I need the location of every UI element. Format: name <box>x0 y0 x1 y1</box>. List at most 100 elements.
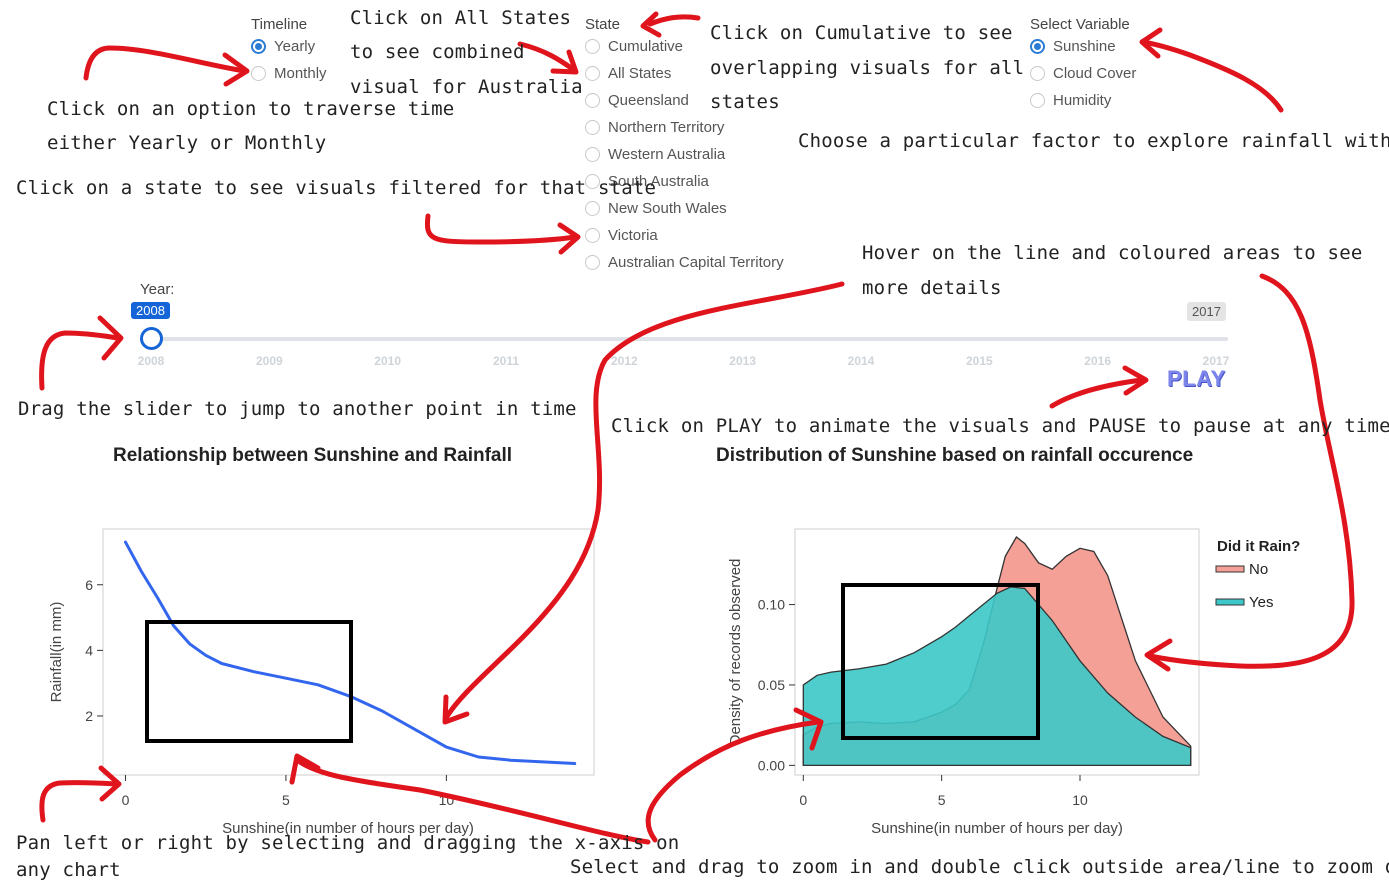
arrow-zoom <box>645 719 821 843</box>
arrow-zoom-head <box>793 707 824 751</box>
line-chart-zoom-selection-box <box>145 620 353 743</box>
annotation-all-states-line3: visual for Australia <box>350 76 583 98</box>
density-chart-title: Distribution of Sunshine based on rainfa… <box>716 445 1194 466</box>
radio-button[interactable] <box>251 38 266 54</box>
annotation-arrows <box>39 11 1355 845</box>
radio-button[interactable] <box>585 173 600 189</box>
x-tick-label: 0 <box>799 792 807 808</box>
variable-option-label: Cloud Cover <box>1053 64 1137 82</box>
slider-tick-year: 2008 <box>137 354 165 368</box>
slider-tick-year: 2013 <box>729 354 757 368</box>
state-option-label: South Australia <box>608 172 709 190</box>
density-area-yes[interactable] <box>802 586 1192 767</box>
state-option-act[interactable]: Australian Capital Territory <box>585 251 784 273</box>
state-option-label: Cumulative <box>608 37 684 55</box>
timeline-title: Timeline <box>251 16 308 33</box>
arrow-variable <box>1140 39 1284 113</box>
arrow-timeline-head <box>222 52 250 87</box>
y-tick-label: 4 <box>85 642 93 658</box>
legend-title: Did it Rain? <box>1217 538 1300 555</box>
density-chart-axes: 0 5 10 0.00 0.05 0.10 <box>758 597 1088 808</box>
state-option-label: Victoria <box>608 226 658 244</box>
variable-title: Select Variable <box>1030 16 1130 33</box>
annotation-factor: Choose a particular factor to explore ra… <box>798 130 1389 152</box>
legend-item-yes[interactable]: Yes <box>1215 594 1273 611</box>
slider-tick-year: 2010 <box>374 354 402 368</box>
variable-option-label: Humidity <box>1053 91 1112 109</box>
variable-option-humidity[interactable]: Humidity <box>1030 89 1111 111</box>
play-button[interactable]: PLAY <box>1167 366 1226 391</box>
line-chart-plot-area[interactable] <box>102 528 595 776</box>
state-option-south-australia[interactable]: South Australia <box>585 170 709 192</box>
radio-button[interactable] <box>1030 92 1045 108</box>
radio-button[interactable] <box>1030 65 1045 81</box>
slider-tick-year: 2017 <box>1202 354 1230 368</box>
annotation-play: Click on PLAY to animate the visuals and… <box>611 415 1389 437</box>
slider-tick-year: 2011 <box>492 354 520 368</box>
arrow-slider-head <box>97 315 124 361</box>
legend-item-no[interactable]: No <box>1215 561 1268 578</box>
line-chart-title: Relationship between Sunshine and Rainfa… <box>113 445 513 466</box>
arrow-pan <box>39 780 119 823</box>
density-chart-plot-area[interactable] <box>794 528 1200 776</box>
state-option-cumulative[interactable]: Cumulative <box>585 35 683 57</box>
density-chart-y-axis-label: Density of records observed <box>727 559 744 746</box>
radio-button[interactable] <box>585 200 600 216</box>
annotation-all-states-line2: to see combined <box>350 41 525 63</box>
arrow-hover-line <box>443 281 845 721</box>
timeline-option-monthly[interactable]: Monthly <box>251 62 327 84</box>
y-tick-label: 0.00 <box>758 757 785 773</box>
state-option-label: Australian Capital Territory <box>608 253 784 271</box>
arrow-play-head <box>1122 365 1149 396</box>
slider-tick-year: 2009 <box>255 354 283 368</box>
arrow-hover-area <box>1147 273 1355 669</box>
state-option-new-south-wales[interactable]: New South Wales <box>585 197 727 219</box>
annotation-all-states-line1: Click on All States <box>350 7 572 29</box>
radio-button[interactable] <box>585 38 600 54</box>
legend-label-yes: Yes <box>1249 594 1273 611</box>
slider-label: Year: <box>140 281 175 298</box>
arrow-slider <box>39 330 121 391</box>
radio-button[interactable] <box>585 119 600 135</box>
annotation-pan-line2: any chart <box>16 859 121 881</box>
y-tick-label: 2 <box>85 708 93 724</box>
radio-button[interactable] <box>585 92 600 108</box>
line-chart-y-axis-label: Rainfall(in mm) <box>48 602 65 703</box>
state-option-western-australia[interactable]: Western Australia <box>585 143 725 165</box>
arrow-play <box>1049 377 1145 409</box>
annotation-zoom: Select and drag to zoom in and double cl… <box>570 856 1389 878</box>
variable-option-sunshine[interactable]: Sunshine <box>1030 35 1116 57</box>
density-chart-x-axis-label: Sunshine(in number of hours per day) <box>871 820 1123 837</box>
annotation-cumulative-line2: overlapping visuals for all <box>710 57 1025 79</box>
slider-tick-year: 2015 <box>965 354 993 368</box>
radio-button[interactable] <box>1030 38 1045 54</box>
state-option-queensland[interactable]: Queensland <box>585 89 689 111</box>
arrow-cumulative-head <box>640 11 662 38</box>
radio-button[interactable] <box>585 254 600 270</box>
state-option-label: New South Wales <box>608 199 727 217</box>
radio-button[interactable] <box>585 65 600 81</box>
arrow-hover-area-head <box>1144 638 1173 672</box>
annotation-hover-line2: more details <box>862 277 1002 299</box>
slider-end-year: 2017 <box>1187 302 1226 321</box>
state-option-all-states[interactable]: All States <box>585 62 671 84</box>
variable-option-cloud-cover[interactable]: Cloud Cover <box>1030 62 1136 84</box>
state-option-victoria[interactable]: Victoria <box>585 224 658 246</box>
line-chart-x-axis-label: Sunshine(in number of hours per day) <box>222 820 474 837</box>
timeline-option-yearly[interactable]: Yearly <box>251 35 315 57</box>
legend-swatch-yes <box>1215 598 1245 606</box>
y-tick-label: 6 <box>85 577 93 593</box>
radio-button[interactable] <box>585 146 600 162</box>
slider-handle[interactable] <box>140 327 163 350</box>
state-option-label: Northern Territory <box>608 118 725 136</box>
slider-track[interactable] <box>151 337 1228 341</box>
state-option-label: Queensland <box>608 91 689 109</box>
state-option-northern-territory[interactable]: Northern Territory <box>585 116 724 138</box>
x-tick-label: 10 <box>1072 792 1088 808</box>
legend-label-no: No <box>1249 561 1268 578</box>
radio-button[interactable] <box>251 65 266 81</box>
annotation-hover-line1: Hover on the line and coloured areas to … <box>862 242 1363 264</box>
radio-button[interactable] <box>585 227 600 243</box>
